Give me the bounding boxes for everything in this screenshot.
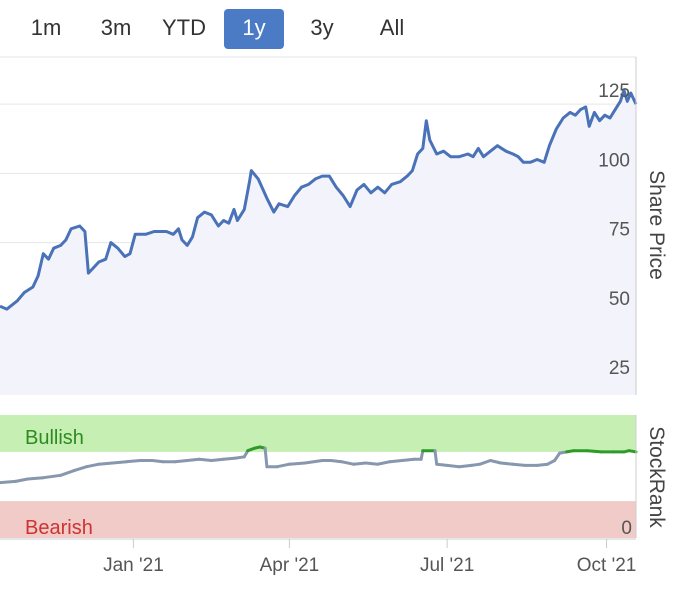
stockrank-line-segment xyxy=(488,459,503,465)
stockrank-line-segment xyxy=(388,459,404,464)
price-tick-label: 50 xyxy=(609,289,630,310)
stockrank-line-segment xyxy=(287,461,307,466)
stockrank-axis-ticks: 0 xyxy=(621,518,632,539)
price-axis-ticks: 25 50 75 100 125 xyxy=(598,81,630,379)
stockrank-line-segment xyxy=(499,461,515,466)
price-area-fill xyxy=(0,90,636,395)
range-selector: 1m 3m YTD 1y 3y All xyxy=(0,0,685,52)
bullish-band-label: Bullish xyxy=(25,427,84,449)
stockrank-line-segment xyxy=(376,460,392,466)
price-tick-label: 125 xyxy=(598,81,630,102)
stockrank-line-segment xyxy=(209,457,226,462)
stockrank-line-segment xyxy=(59,468,76,477)
stockrank-line-segment xyxy=(185,457,201,462)
x-axis-ticks: Jan '21 Apr '21 Jul '21 Oct '21 xyxy=(103,539,636,576)
stockrank-line-segment xyxy=(85,462,101,469)
stockrank-line-segment xyxy=(125,459,142,464)
stockrank-axis-title: StockRank xyxy=(645,426,668,528)
stockrank-line-segment xyxy=(352,461,368,466)
stockrank-line-segment xyxy=(339,460,355,466)
range-button-3y[interactable]: 3y xyxy=(310,15,334,40)
stockrank-line-segment xyxy=(627,449,638,454)
price-pane: 25 50 75 100 125 Share Price xyxy=(0,56,668,395)
stockrank-line-segment xyxy=(275,462,291,469)
stockrank-lines xyxy=(0,445,638,485)
stockrank-line-segment xyxy=(535,462,550,467)
stockrank-tick-label: 0 xyxy=(621,518,632,539)
stockrank-line-segment xyxy=(14,477,30,483)
stockrank-line-segment xyxy=(364,461,380,466)
price-tick-label: 25 xyxy=(609,358,630,379)
stockrank-line-segment xyxy=(173,459,189,464)
range-button-1m[interactable]: 1m xyxy=(30,15,62,40)
range-button-3m[interactable]: 3m xyxy=(100,15,132,40)
stockrank-line-segment xyxy=(400,457,416,462)
share-price-axis-title: Share Price xyxy=(645,170,668,280)
stockrank-pane: Bullish Bearish 0 StockRank xyxy=(0,415,668,539)
range-button-all[interactable]: All xyxy=(379,15,405,40)
stockrank-line-segment xyxy=(329,459,343,464)
stockrank-line-segment xyxy=(445,463,461,469)
stockrank-line-segment xyxy=(586,449,603,454)
bearish-band xyxy=(0,501,636,538)
price-tick-label: 100 xyxy=(598,150,630,171)
price-line[interactable] xyxy=(0,88,638,311)
stockrank-line-segment xyxy=(511,462,527,467)
x-tick-label: Apr '21 xyxy=(260,555,320,576)
stockrank-line-segment xyxy=(97,461,115,466)
x-tick-label: Jul '21 xyxy=(420,555,474,576)
stockrank-line-segment xyxy=(41,473,63,480)
stockrank-line-segment xyxy=(0,479,18,485)
stockrank-line-segment xyxy=(303,459,324,465)
stockrank-line-segment xyxy=(26,476,45,481)
stockrank-line-segment xyxy=(73,465,89,472)
stockrank-line-segment xyxy=(433,449,439,466)
stockrank-line-segment xyxy=(111,460,128,465)
stockrank-line-segment xyxy=(151,459,165,464)
x-axis: Jan '21 Apr '21 Jul '21 Oct '21 xyxy=(0,538,636,576)
stockrank-line-segment xyxy=(435,462,449,467)
x-tick-label: Jan '21 xyxy=(103,555,164,576)
bearish-band-label: Bearish xyxy=(25,517,93,539)
range-button-ytd[interactable]: YTD xyxy=(162,15,206,40)
stockrank-line-segment xyxy=(222,456,238,461)
bullish-band xyxy=(0,415,636,452)
stockrank-line-segment xyxy=(478,459,492,466)
stockrank-line-segment xyxy=(263,446,269,469)
stockrank-line-segment xyxy=(197,457,213,462)
stockrank-line-segment xyxy=(457,463,473,469)
price-tick-label: 75 xyxy=(609,220,630,241)
x-tick-label: Oct '21 xyxy=(577,555,637,576)
range-button-1y[interactable]: 1y xyxy=(224,9,284,49)
